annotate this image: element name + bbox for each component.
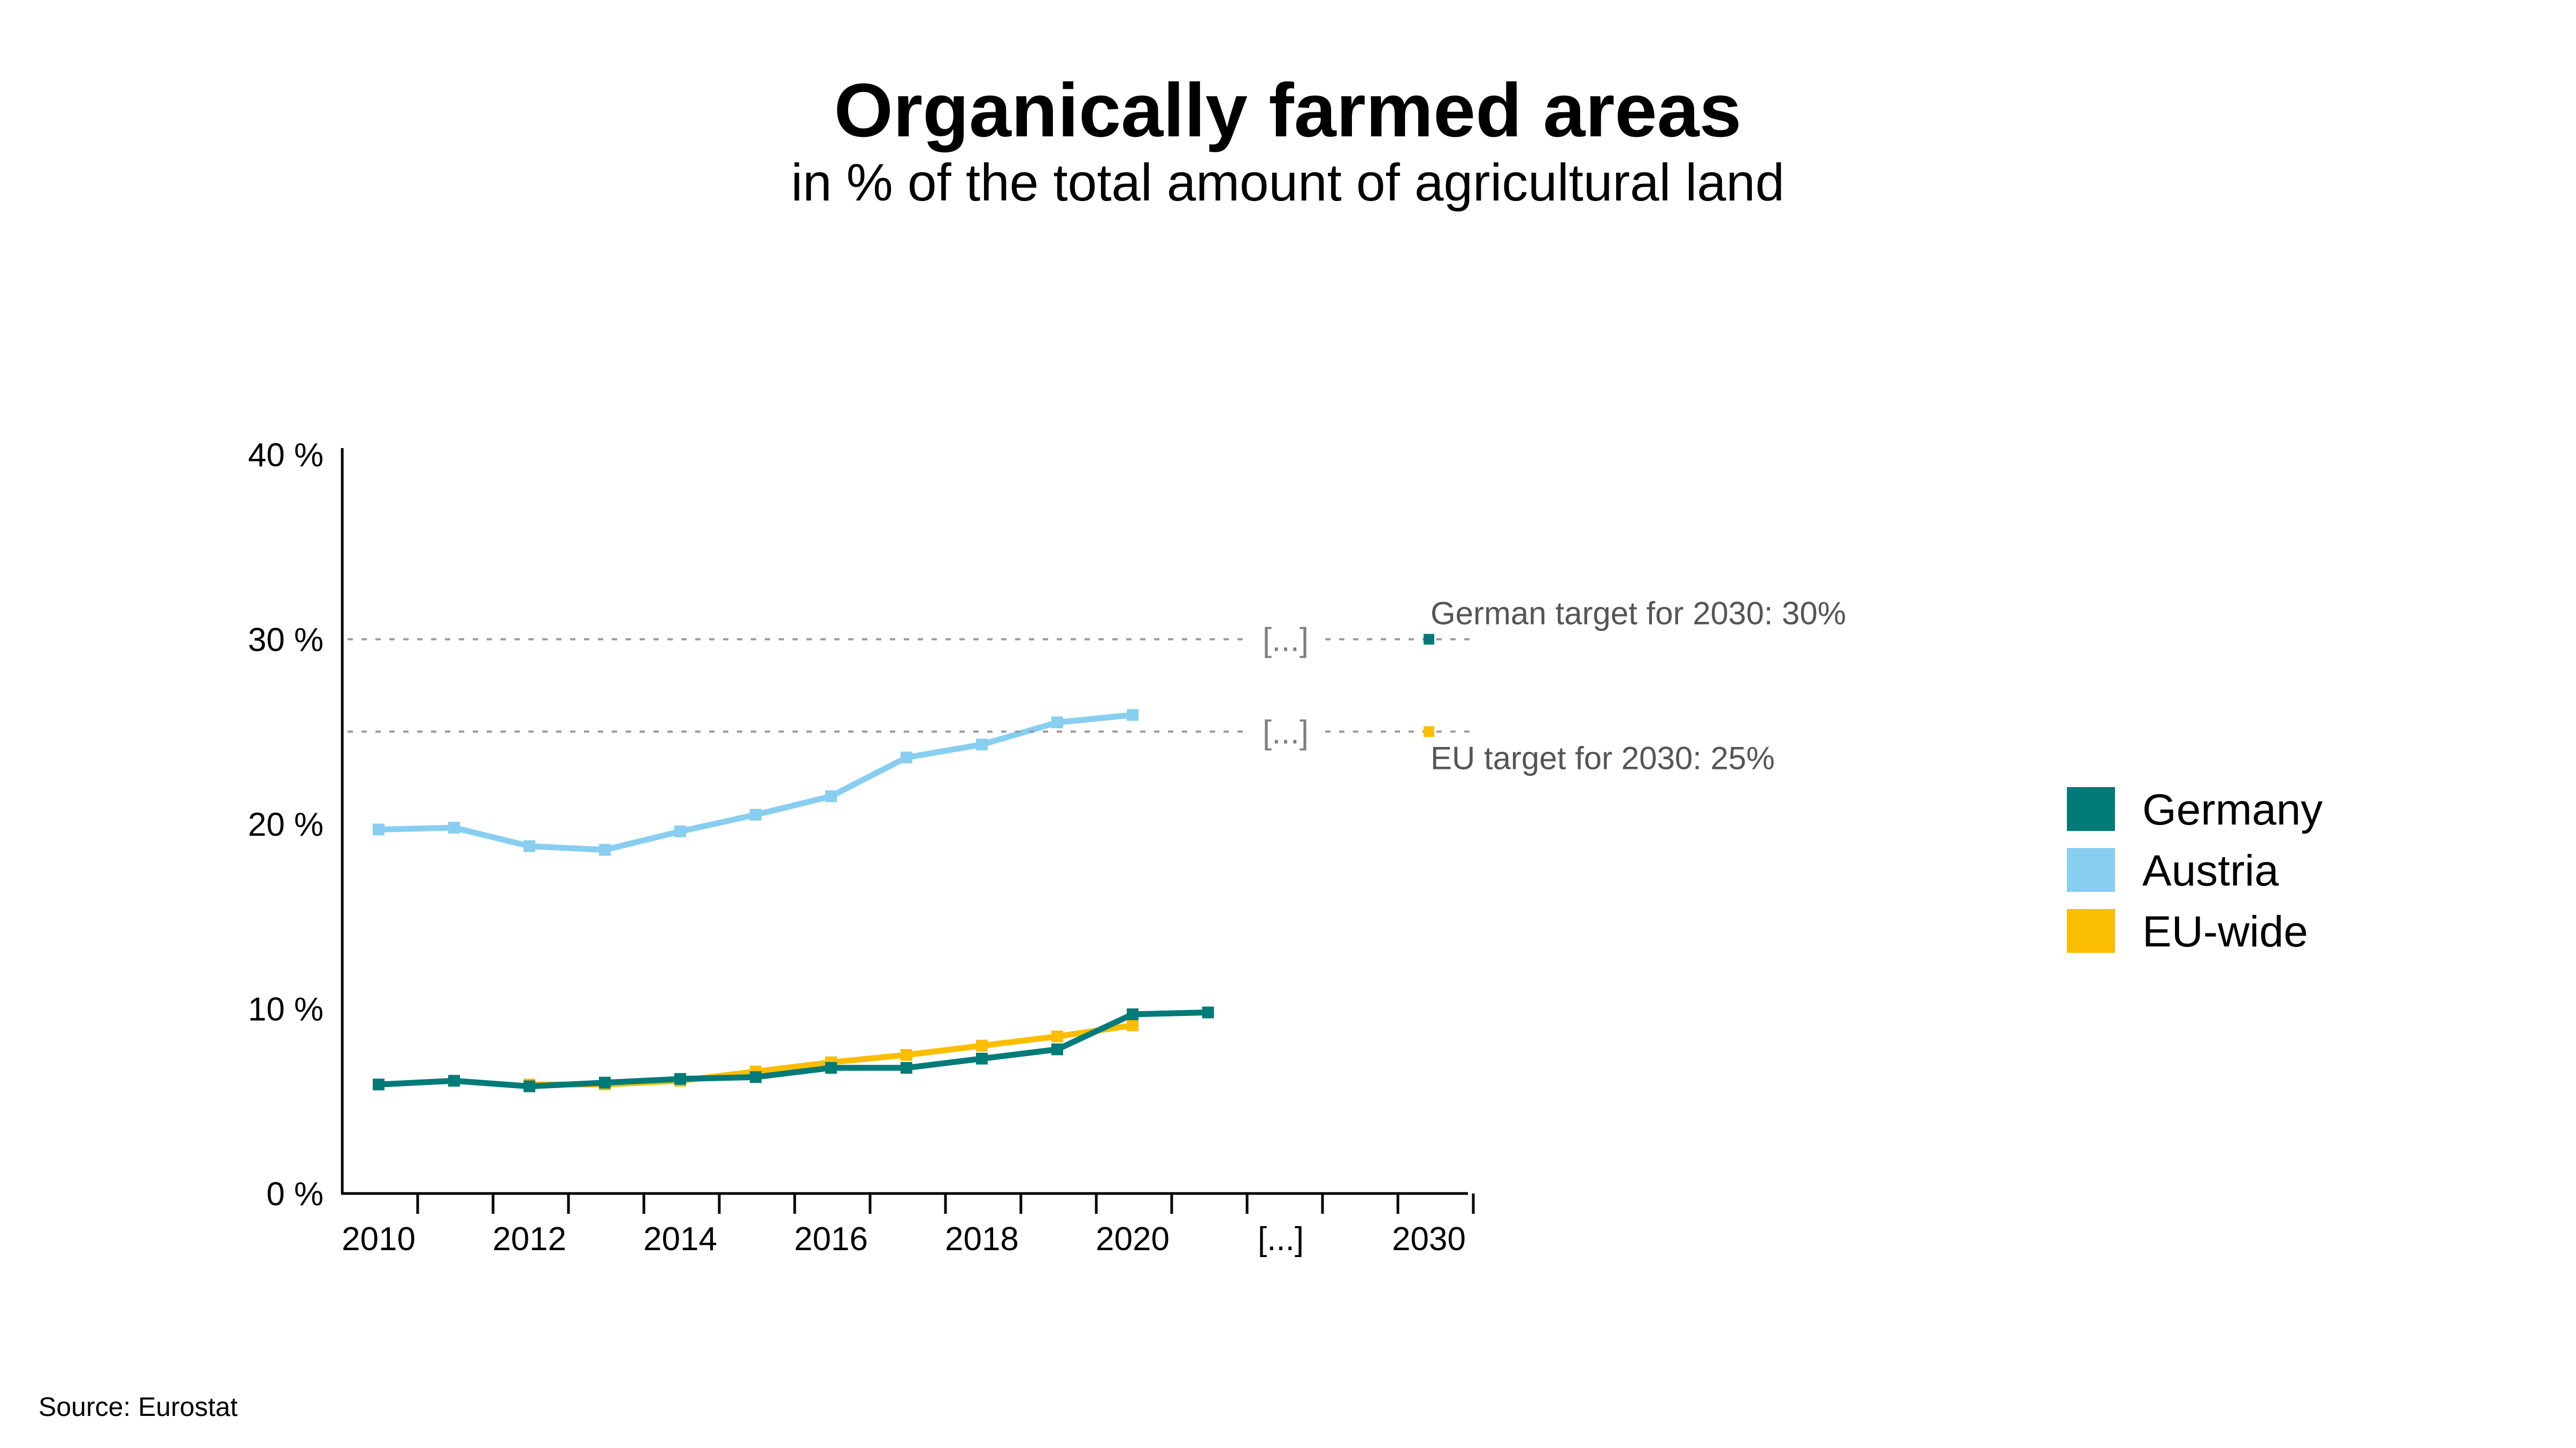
data-point-austria: [750, 808, 762, 821]
x-tick-label: 2012: [493, 1221, 566, 1258]
data-point-germany: [448, 1075, 460, 1087]
source-note: Source: Eurostat: [39, 1392, 238, 1422]
data-point-eu-wide: [1127, 1019, 1139, 1031]
data-point-germany: [750, 1071, 762, 1083]
x-tick-label: 2030: [1392, 1221, 1466, 1258]
x-tick-label: 2010: [342, 1221, 416, 1258]
data-point-germany: [1127, 1008, 1139, 1020]
x-tick-label: 2018: [945, 1221, 1019, 1258]
legend-swatch: [2067, 848, 2115, 892]
data-point-germany: [1051, 1043, 1063, 1056]
data-point-austria: [524, 840, 535, 852]
target-gap-label: [...]: [1263, 622, 1309, 659]
data-point-germany: [599, 1076, 611, 1089]
data-point-eu-wide: [901, 1049, 912, 1061]
chart-title: Organically farmed areas: [834, 68, 1742, 153]
data-point-germany: [976, 1052, 988, 1065]
data-point-eu-wide: [1051, 1030, 1063, 1043]
y-tick-label: 20 %: [248, 806, 324, 843]
series-line-austria: [375, 712, 1136, 853]
data-point-austria: [976, 738, 988, 751]
legend-swatch: [2067, 787, 2115, 831]
data-point-austria: [599, 844, 611, 856]
target-gap-label: [...]: [1263, 714, 1309, 751]
y-tick-label: 40 %: [248, 437, 324, 474]
x-tick-label: 2016: [794, 1221, 868, 1258]
data-point-austria: [1051, 716, 1063, 728]
legend-label: Germany: [2142, 785, 2323, 834]
target-marker: [1424, 726, 1434, 737]
legend-label: EU-wide: [2142, 907, 2308, 956]
x-tick-label: 2014: [643, 1221, 717, 1258]
data-point-austria: [1127, 709, 1139, 721]
data-point-germany: [674, 1073, 686, 1085]
data-point-austria: [674, 825, 686, 837]
data-point-austria: [901, 751, 912, 764]
target-annotation: German target for 2030: 30%: [1431, 596, 1846, 631]
y-tick-label: 0 %: [266, 1176, 324, 1213]
data-point-austria: [825, 790, 837, 803]
y-tick-label: 30 %: [248, 622, 324, 659]
data-point-germany: [373, 1079, 385, 1091]
chart-subtitle: in % of the total amount of agricultural…: [791, 153, 1785, 212]
target-annotation: EU target for 2030: 25%: [1431, 740, 1775, 776]
data-point-germany: [901, 1062, 912, 1074]
legend-label: Austria: [2142, 846, 2279, 895]
series-line-germany: [375, 1009, 1211, 1090]
data-point-austria: [448, 821, 460, 834]
legend-swatch: [2067, 909, 2115, 953]
data-point-germany: [524, 1080, 535, 1092]
data-point-germany: [825, 1062, 837, 1074]
data-point-eu-wide: [976, 1039, 988, 1052]
series-line-eu-wide: [526, 1022, 1136, 1088]
x-tick-label: 2020: [1096, 1221, 1170, 1258]
y-tick-label: 10 %: [248, 991, 324, 1028]
target-marker: [1424, 634, 1434, 645]
data-point-germany: [1202, 1006, 1214, 1019]
data-point-austria: [373, 823, 385, 836]
x-axis-gap-label: [...]: [1258, 1221, 1304, 1258]
